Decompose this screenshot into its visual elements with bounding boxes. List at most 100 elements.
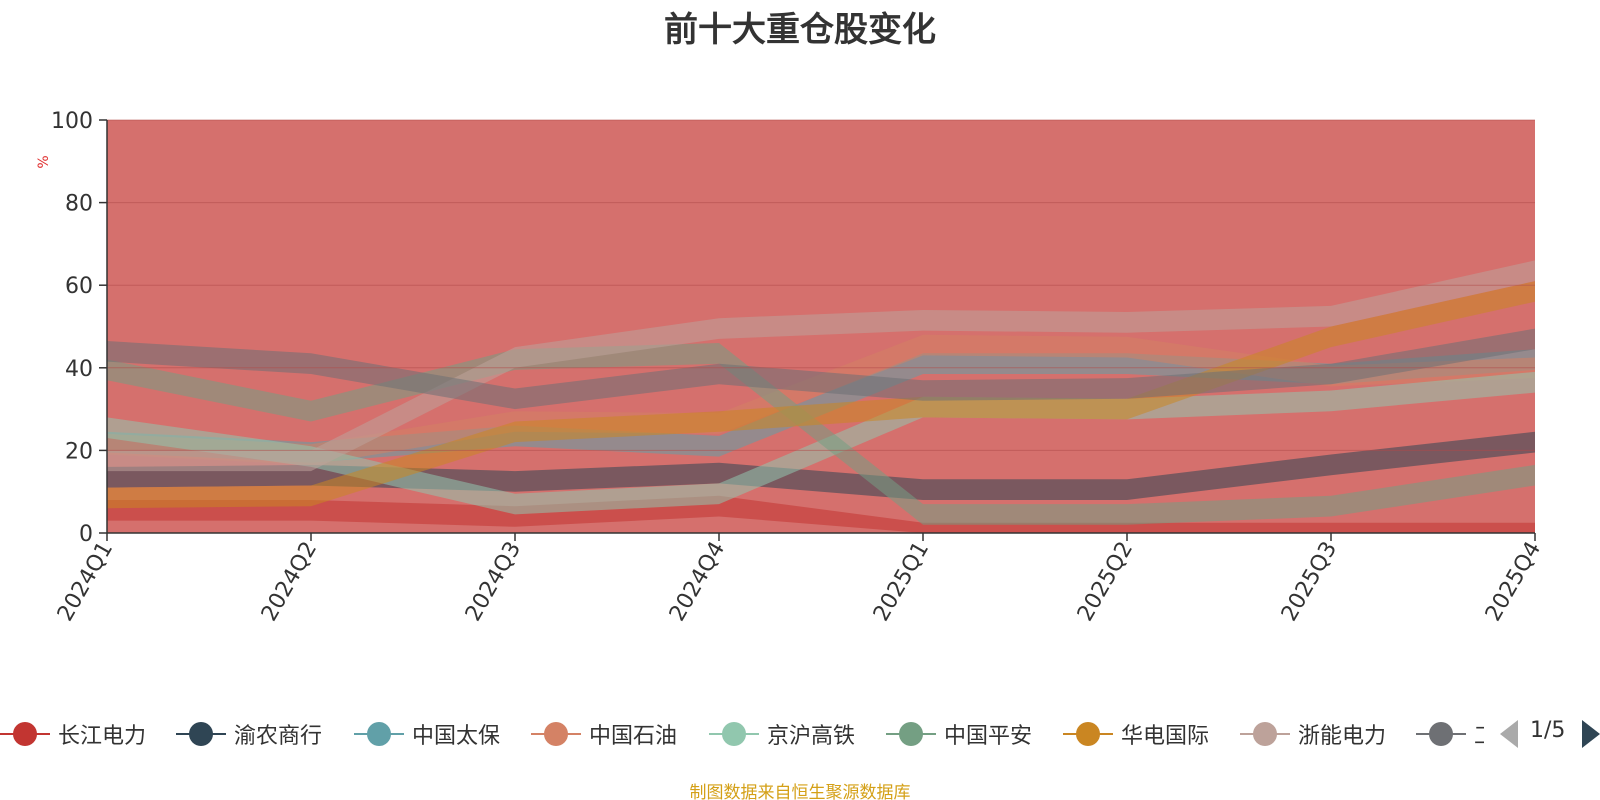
data-point[interactable]	[1532, 268, 1538, 274]
x-tick-label: 2025Q2	[1073, 538, 1138, 626]
data-point[interactable]	[1328, 503, 1334, 509]
series-8	[107, 260, 1538, 472]
series-7	[107, 281, 1538, 509]
legend-item[interactable]: 华电国际	[1063, 714, 1209, 754]
legend: 长江电力 渝农商行 中国太保 中国石油 京沪高铁 中国平安 华电国际 浙能电力 工	[0, 714, 1484, 754]
legend-item[interactable]: 工	[1416, 714, 1484, 754]
legend-prev-page-icon[interactable]	[1500, 720, 1518, 748]
data-point[interactable]	[716, 470, 722, 476]
series-band	[107, 495, 1535, 533]
data-point[interactable]	[920, 511, 926, 517]
x-tick-label: 2024Q1	[53, 538, 118, 626]
data-point[interactable]	[1124, 344, 1130, 350]
data-point[interactable]	[920, 317, 926, 323]
x-tick-label: 2024Q2	[257, 538, 322, 626]
chart-area: 0 20 40 60 80 100% 2024Q1 2024Q2 2024Q3 2024Q4 202…	[36, 109, 1546, 626]
series-4	[107, 334, 1535, 465]
data-point[interactable]	[512, 354, 518, 360]
legend-page-indicator: 1/5	[1530, 718, 1566, 743]
legend-item[interactable]: 中国平安	[886, 714, 1032, 754]
data-point[interactable]	[1532, 379, 1538, 385]
y-tick-label: 60	[65, 274, 93, 299]
legend-label: 渝农商行	[234, 724, 323, 749]
x-tick-label: 2025Q3	[1277, 538, 1342, 626]
data-point[interactable]	[1124, 319, 1130, 325]
y-tick-label: 20	[65, 439, 93, 464]
legend-marker-icon	[531, 720, 581, 748]
legend-label: 中国石油	[589, 724, 678, 749]
legend-pager: 1/5	[1500, 716, 1600, 752]
legend-item[interactable]: 长江电力	[0, 714, 146, 754]
data-point[interactable]	[1328, 371, 1334, 377]
data-point[interactable]	[512, 478, 518, 484]
data-point[interactable]	[1124, 406, 1130, 412]
legend-marker-icon	[0, 720, 50, 748]
data-point[interactable]	[716, 326, 722, 332]
data-point[interactable]	[716, 371, 722, 377]
chart-title: 前十大重仓股变化	[664, 10, 936, 50]
legend-label: 中国太保	[412, 724, 501, 749]
y-tick-label: 0	[79, 522, 93, 547]
data-point[interactable]	[1328, 398, 1334, 404]
legend-marker-icon	[886, 720, 936, 748]
data-point[interactable]	[308, 507, 314, 513]
data-point[interactable]	[716, 443, 722, 449]
data-point[interactable]	[1532, 439, 1538, 445]
data-point[interactable]	[1124, 511, 1130, 517]
data-point[interactable]	[920, 342, 926, 348]
legend-item[interactable]: 渝农商行	[176, 714, 322, 754]
data-point[interactable]	[308, 458, 314, 464]
data-point[interactable]	[1532, 472, 1538, 478]
legend-label: 京沪高铁	[767, 724, 856, 749]
data-point[interactable]	[920, 487, 926, 493]
data-point[interactable]	[308, 408, 314, 414]
data-point[interactable]	[1328, 334, 1334, 340]
data-point[interactable]	[512, 429, 518, 435]
data-point[interactable]	[716, 350, 722, 356]
data-point[interactable]	[920, 404, 926, 410]
data-point[interactable]	[308, 472, 314, 478]
data-point[interactable]	[512, 396, 518, 402]
legend-marker-icon	[1063, 720, 1113, 748]
series-band	[107, 260, 1535, 472]
data-point[interactable]	[1328, 313, 1334, 319]
legend-item[interactable]: 京沪高铁	[709, 714, 855, 754]
legend-next-page-icon[interactable]	[1582, 720, 1600, 748]
series-band	[107, 334, 1535, 465]
data-point[interactable]	[716, 491, 722, 497]
data-point[interactable]	[1532, 288, 1538, 294]
legend-marker-icon	[354, 720, 404, 748]
legend-marker-icon	[709, 720, 759, 748]
legend-item[interactable]: 中国太保	[354, 714, 500, 754]
legend-marker-icon	[1240, 720, 1290, 748]
data-point[interactable]	[920, 361, 926, 367]
data-source-note: 制图数据来自恒生聚源数据库	[689, 783, 911, 800]
series-6	[107, 343, 1538, 525]
legend-item[interactable]: 中国石油	[531, 714, 677, 754]
legend-marker-icon	[176, 720, 226, 748]
data-point[interactable]	[1532, 336, 1538, 342]
data-point[interactable]	[920, 388, 926, 394]
series-band	[107, 328, 1535, 410]
data-point[interactable]	[308, 493, 314, 499]
series-band	[107, 343, 1535, 525]
data-point[interactable]	[1328, 462, 1334, 468]
data-point[interactable]	[716, 418, 722, 424]
y-axis-label: %	[36, 155, 52, 168]
series-1	[107, 495, 1535, 533]
x-tick-label: 2024Q3	[461, 538, 526, 626]
data-point[interactable]	[1124, 487, 1130, 493]
legend-item[interactable]: 浙能电力	[1240, 714, 1386, 754]
x-tick-label: 2025Q4	[1481, 538, 1546, 626]
legend-label: 中国平安	[944, 724, 1033, 749]
legend-label: 长江电力	[58, 724, 147, 749]
data-point[interactable]	[308, 361, 314, 367]
series-9	[107, 328, 1538, 410]
data-point[interactable]	[1124, 361, 1130, 367]
data-point[interactable]	[512, 501, 518, 507]
legend-marker-icon	[1416, 720, 1466, 748]
series-band	[107, 281, 1535, 509]
data-point[interactable]	[1124, 385, 1130, 391]
legend-label: 工	[1474, 718, 1484, 750]
